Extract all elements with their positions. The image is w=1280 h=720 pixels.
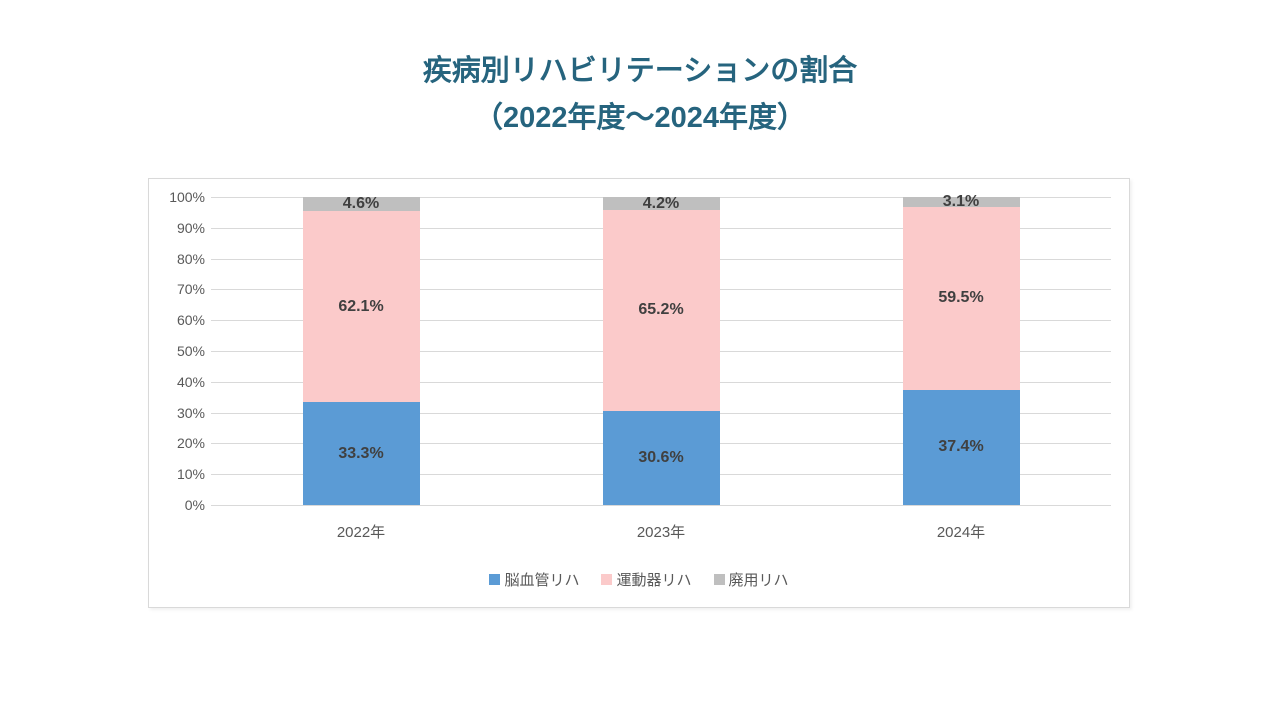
bar-segment-運動器リハ-2022年: 62.1% <box>302 211 420 403</box>
stacked-bar-2024年: 37.4% 59.5% 3.1% <box>902 192 1020 505</box>
data-label-運動器リハ-2023年: 65.2% <box>638 301 684 319</box>
chart-legend: 脳血管リハ 運動器リハ 廃用リハ <box>149 569 1129 590</box>
y-tick-label-60%: 60% <box>176 312 205 329</box>
legend-item-運動器リハ: 運動器リハ <box>601 569 692 590</box>
legend-swatch-icon <box>601 574 613 585</box>
data-label-廃用リハ-2022年: 4.6% <box>342 195 380 213</box>
chart-title: 疾病別リハビリテーションの割合 （2022年度～2024年度） <box>0 48 1280 142</box>
chart-title-line2: （2022年度～2024年度） <box>473 102 807 134</box>
bar-segment-脳血管リハ-2024年: 37.4% <box>902 389 1020 505</box>
legend-swatch-icon <box>713 574 725 585</box>
data-label-廃用リハ-2024年: 3.1% <box>942 192 980 210</box>
data-label-運動器リハ-2022年: 62.1% <box>338 297 384 315</box>
legend-swatch-icon <box>489 574 501 585</box>
stacked-bar-2022年: 33.3% 62.1% 4.6% <box>302 195 420 505</box>
data-label-脳血管リハ-2024年: 37.4% <box>938 438 984 456</box>
legend-item-廃用リハ: 廃用リハ <box>713 569 789 590</box>
data-label-脳血管リハ-2023年: 30.6% <box>638 448 684 466</box>
x-axis-label-2024年: 2024年 <box>936 524 986 541</box>
y-tick-label-80%: 80% <box>176 250 205 267</box>
y-tick-label-30%: 30% <box>176 404 205 421</box>
legend-label: 運動器リハ <box>616 572 692 589</box>
bar-segment-脳血管リハ-2023年: 30.6% <box>602 410 720 505</box>
bar-segment-廃用リハ-2022年: 4.6% <box>302 195 420 213</box>
y-tick-label-50%: 50% <box>176 343 205 359</box>
bar-segment-脳血管リハ-2022年: 33.3% <box>302 402 420 505</box>
bar-segment-廃用リハ-2024年: 3.1% <box>902 192 1020 210</box>
bar-segment-運動器リハ-2023年: 65.2% <box>602 209 720 411</box>
y-tick-label-0%: 0% <box>184 497 205 513</box>
stacked-bar-2023年: 30.6% 65.2% 4.2% <box>602 194 720 505</box>
legend-item-脳血管リハ: 脳血管リハ <box>489 569 579 590</box>
gridline-0% <box>211 505 1111 506</box>
x-axis-label-2023年: 2023年 <box>636 524 686 541</box>
y-tick-label-90%: 90% <box>176 219 205 236</box>
y-tick-label-40%: 40% <box>176 373 205 390</box>
data-label-運動器リハ-2024年: 59.5% <box>938 289 984 307</box>
data-label-廃用リハ-2023年: 4.2% <box>642 194 680 212</box>
bar-segment-廃用リハ-2023年: 4.2% <box>602 194 720 212</box>
chart-container: 33.3% 62.1% 4.6% 30.6% 65.2% 4.2% 37.4% 59.5% 3.… <box>148 178 1130 608</box>
y-tick-label-70%: 70% <box>176 281 205 298</box>
legend-label: 廃用リハ <box>728 572 789 589</box>
legend-label: 脳血管リハ <box>504 572 580 589</box>
y-tick-label-10%: 10% <box>176 466 205 483</box>
y-tick-label-20%: 20% <box>176 435 205 452</box>
data-label-脳血管リハ-2022年: 33.3% <box>338 444 384 462</box>
bar-segment-運動器リハ-2024年: 59.5% <box>902 206 1020 390</box>
y-tick-label-100%: 100% <box>169 189 205 205</box>
plot-area: 33.3% 62.1% 4.6% 30.6% 65.2% 4.2% 37.4% 59.5% 3.… <box>211 192 1111 506</box>
x-axis-label-2022年: 2022年 <box>336 524 386 541</box>
chart-title-line1: 疾病別リハビリテーションの割合 <box>422 55 858 87</box>
